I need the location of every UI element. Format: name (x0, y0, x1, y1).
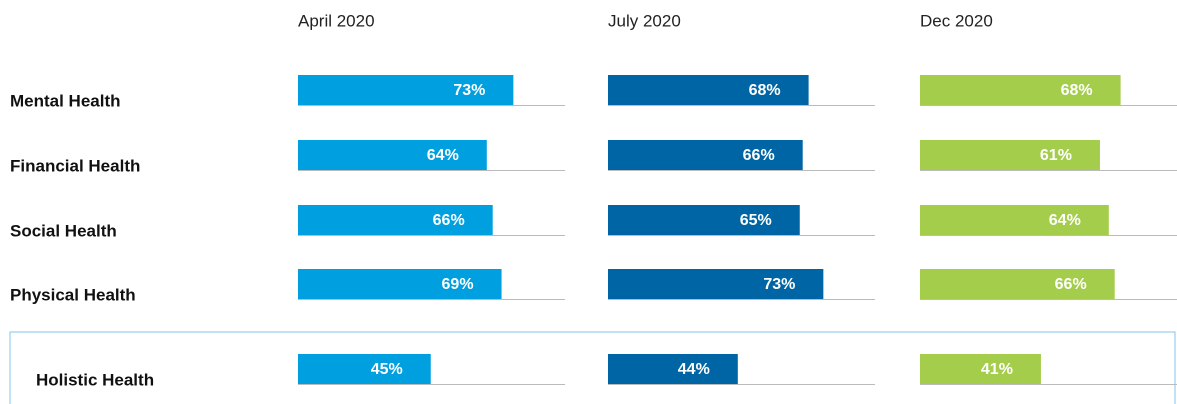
bar (608, 75, 809, 105)
bar (920, 269, 1115, 299)
value-label: 41% (981, 361, 1013, 378)
value-label: 73% (453, 82, 485, 99)
category-label: Mental Health (10, 91, 121, 110)
bar (608, 205, 800, 235)
bar (920, 140, 1100, 170)
category-label: Social Health (10, 221, 117, 240)
bar (298, 205, 493, 235)
category-label: Physical Health (10, 285, 136, 304)
value-label: 73% (763, 276, 795, 293)
value-label: 69% (442, 276, 474, 293)
bar (298, 269, 502, 299)
value-label: 44% (678, 361, 710, 378)
bar (920, 354, 1041, 384)
panel-header: Dec 2020 (920, 11, 993, 30)
bar (608, 269, 824, 299)
bar (298, 354, 431, 384)
bar (920, 75, 1121, 105)
value-label: 61% (1040, 147, 1072, 164)
bar (608, 354, 738, 384)
value-label: 68% (749, 82, 781, 99)
panel-header: July 2020 (608, 11, 681, 30)
value-label: 45% (371, 361, 403, 378)
bar (920, 205, 1109, 235)
highlight-box (9, 331, 1176, 404)
value-label: 66% (433, 212, 465, 229)
category-label: Financial Health (10, 156, 140, 175)
bar (608, 140, 803, 170)
value-label: 66% (743, 147, 775, 164)
panel-header: April 2020 (298, 11, 375, 30)
value-label: 64% (1049, 212, 1081, 229)
category-label: Holistic Health (36, 370, 154, 389)
bar (298, 140, 487, 170)
value-label: 65% (740, 212, 772, 229)
value-label: 66% (1055, 276, 1087, 293)
bar (298, 75, 514, 105)
value-label: 64% (427, 147, 459, 164)
value-label: 68% (1061, 82, 1093, 99)
